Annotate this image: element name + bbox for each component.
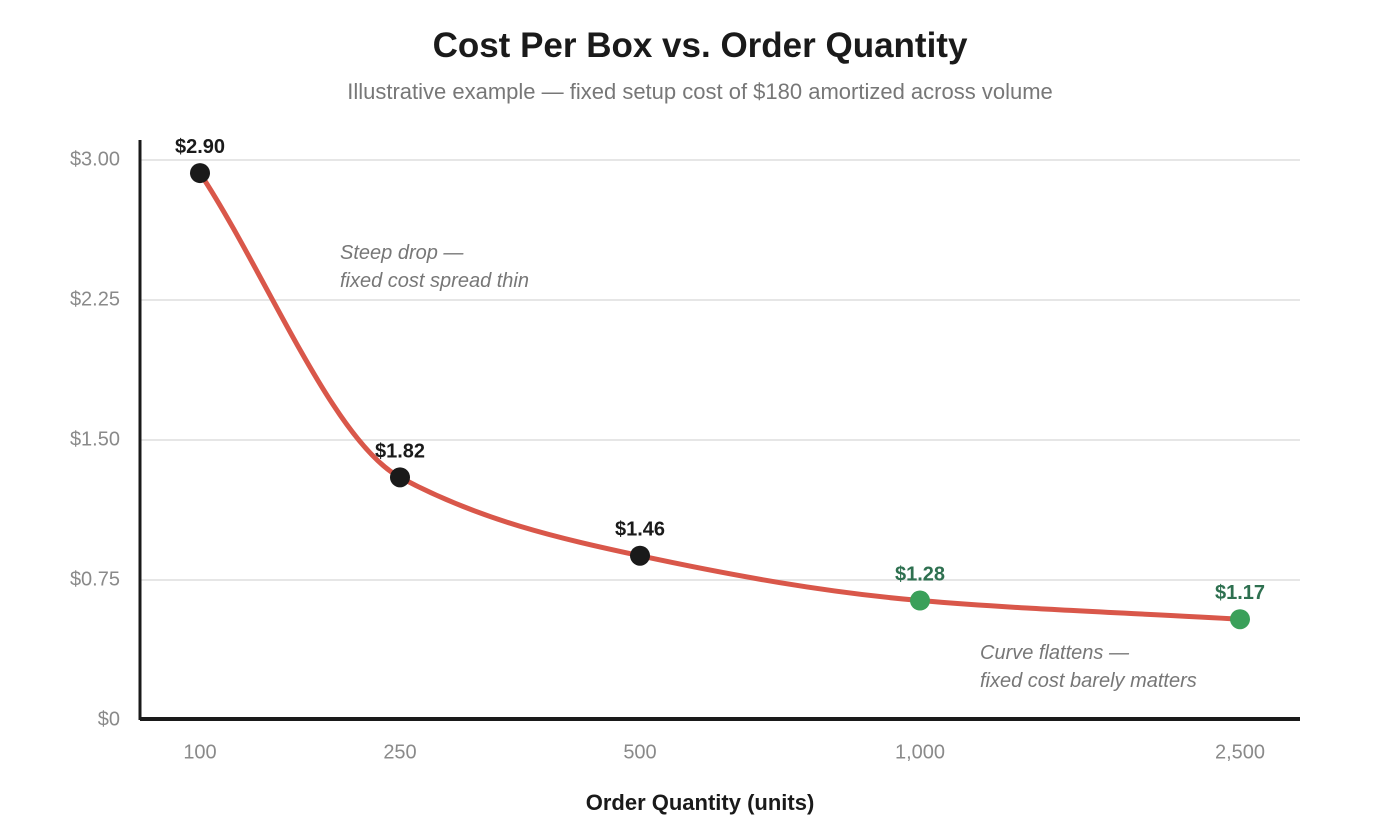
annotation-text: Steep drop — bbox=[340, 242, 464, 264]
data-label: $1.17 bbox=[1215, 582, 1265, 604]
data-label: $1.82 bbox=[375, 440, 425, 462]
chart-title: Cost Per Box vs. Order Quantity bbox=[432, 26, 968, 65]
y-tick-label: $2.25 bbox=[70, 288, 120, 310]
axis-layer bbox=[138, 140, 1300, 721]
y-tick-layer: $0 $0.75 $1.50 $2.25 $3.00 bbox=[70, 148, 120, 730]
data-point bbox=[910, 590, 930, 611]
data-label: $1.46 bbox=[615, 519, 665, 541]
grid-layer bbox=[140, 159, 1300, 581]
cost-curve-line bbox=[197, 170, 1243, 622]
data-label: $1.28 bbox=[895, 564, 945, 586]
x-tick-label: 500 bbox=[623, 741, 656, 763]
annotation-text: fixed cost barely matters bbox=[980, 670, 1197, 692]
data-label: $2.90 bbox=[175, 136, 225, 158]
y-tick-label: $0.75 bbox=[70, 568, 120, 590]
annotation-text: fixed cost spread thin bbox=[340, 270, 529, 292]
y-tick-label: $1.50 bbox=[70, 428, 120, 450]
x-axis-label: Order Quantity (units) bbox=[586, 790, 815, 815]
data-point bbox=[630, 545, 650, 566]
x-tick-label: 1,000 bbox=[895, 741, 945, 763]
chart-subtitle: Illustrative example — fixed setup cost … bbox=[347, 79, 1053, 104]
annotation-layer: Steep drop — fixed cost spread thin Curve … bbox=[340, 242, 1197, 692]
data-point bbox=[1230, 609, 1250, 630]
data-point bbox=[190, 163, 210, 184]
x-tick-label: 100 bbox=[183, 741, 216, 763]
y-tick-label: $3.00 bbox=[70, 148, 120, 170]
x-tick-layer: 100 250 500 1,000 2,500 bbox=[183, 741, 1265, 763]
data-point bbox=[390, 467, 410, 488]
x-tick-label: 250 bbox=[383, 741, 416, 763]
y-tick-label: $0 bbox=[98, 708, 120, 730]
annotation-text: Curve flattens — bbox=[980, 642, 1130, 664]
x-tick-label: 2,500 bbox=[1215, 741, 1265, 763]
point-layer: $2.90 $1.82 $1.46 $1.28 $1.17 bbox=[175, 136, 1265, 630]
